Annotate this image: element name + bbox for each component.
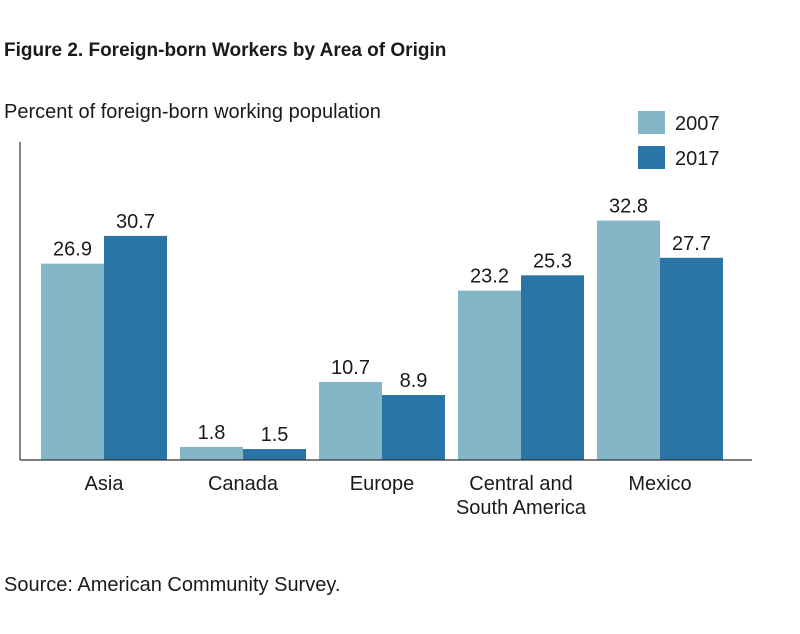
x-tick-label: Asia bbox=[85, 473, 125, 495]
bar-2007-mexico bbox=[597, 220, 660, 460]
x-tick-label: Mexico bbox=[628, 473, 691, 495]
data-label: 27.7 bbox=[672, 233, 711, 255]
data-label: 1.5 bbox=[261, 424, 289, 446]
data-label: 30.7 bbox=[116, 211, 155, 233]
x-tick-label: Europe bbox=[350, 473, 415, 495]
bar-2007-canada bbox=[180, 446, 243, 460]
bar-2007-europe bbox=[319, 381, 382, 460]
x-tick-label: Central and South America bbox=[456, 473, 587, 519]
data-label: 26.9 bbox=[53, 239, 92, 261]
bar-2017-central-and-south-america bbox=[521, 275, 584, 460]
legend-label-2007: 2007 bbox=[675, 113, 720, 135]
data-label: 10.7 bbox=[331, 357, 370, 379]
bar-2017-europe bbox=[382, 395, 445, 460]
chart-title: Figure 2. Foreign-born Workers by Area o… bbox=[4, 40, 447, 61]
y-axis-label: Percent of foreign-born working populati… bbox=[4, 101, 381, 123]
bars-group: 26.9 30.7 1.8 1.5 10.7 8.9 23.2 25.3 32.8 27.7 bbox=[41, 196, 723, 460]
axes-group: Asia Canada Europe Central and South America… bbox=[19, 142, 752, 519]
bar-2017-mexico bbox=[660, 257, 723, 460]
legend-label-2017: 2017 bbox=[675, 148, 720, 170]
legend-swatch-2007 bbox=[638, 111, 665, 134]
source-note: Source: American Community Survey. bbox=[4, 574, 341, 596]
data-label: 23.2 bbox=[470, 266, 509, 288]
legend-swatch-2017 bbox=[638, 146, 665, 169]
bar-2007-asia bbox=[41, 263, 104, 460]
bar-2007-central-and-south-america bbox=[458, 290, 521, 460]
data-label: 8.9 bbox=[400, 370, 428, 392]
bar-2017-asia bbox=[104, 235, 167, 460]
data-label: 25.3 bbox=[533, 250, 572, 272]
legend: 2007 2017 bbox=[638, 111, 720, 170]
x-tick-label: Canada bbox=[208, 473, 279, 495]
data-label: 1.8 bbox=[198, 422, 226, 444]
data-label: 32.8 bbox=[609, 196, 648, 218]
bar-2017-canada bbox=[243, 449, 306, 460]
